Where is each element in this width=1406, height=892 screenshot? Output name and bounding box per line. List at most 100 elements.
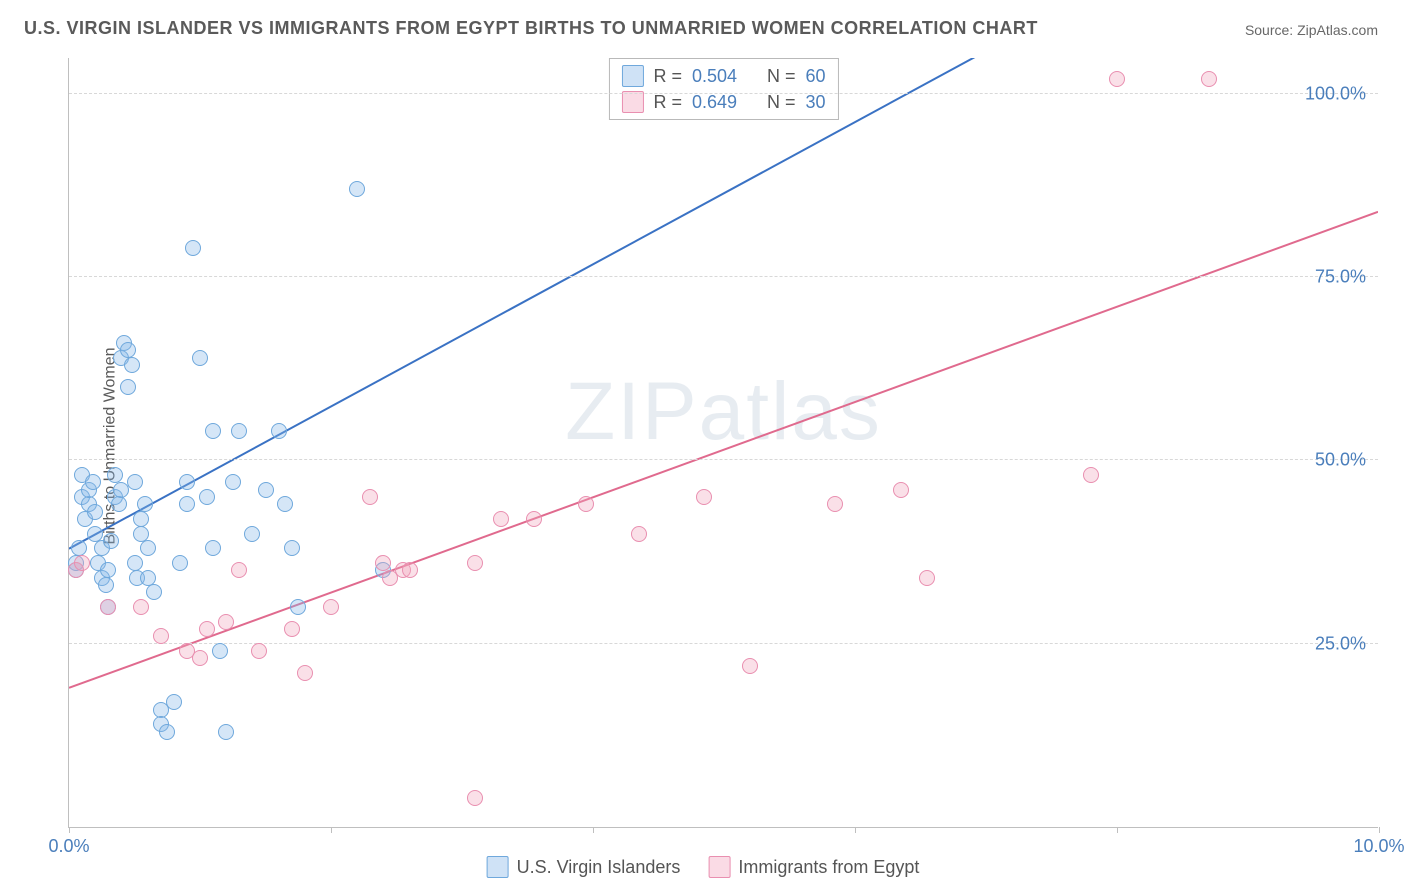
- gridline: [69, 643, 1378, 644]
- watermark-text: ZIPatlas: [565, 365, 882, 459]
- data-point-usvi: [120, 342, 136, 358]
- gridline: [69, 276, 1378, 277]
- legend-swatch: [621, 91, 643, 113]
- data-point-egypt: [153, 628, 169, 644]
- trend-line: [69, 212, 1378, 688]
- data-point-usvi: [231, 423, 247, 439]
- data-point-egypt: [631, 526, 647, 542]
- n-label: N =: [767, 66, 796, 87]
- correlation-legend: R = 0.504 N = 60 R = 0.649 N = 30: [608, 58, 838, 120]
- data-point-usvi: [87, 504, 103, 520]
- trend-line: [69, 58, 1378, 549]
- data-point-usvi: [290, 599, 306, 615]
- data-point-egypt: [199, 621, 215, 637]
- data-point-usvi: [137, 496, 153, 512]
- data-point-egypt: [1109, 71, 1125, 87]
- x-tick-label: 0.0%: [48, 836, 89, 857]
- legend-label-usvi: U.S. Virgin Islanders: [517, 857, 681, 878]
- data-point-usvi: [185, 240, 201, 256]
- data-point-usvi: [199, 489, 215, 505]
- y-tick-label: 50.0%: [1315, 450, 1366, 471]
- legend-stat-row: R = 0.504 N = 60: [621, 63, 825, 89]
- data-point-usvi: [103, 533, 119, 549]
- data-point-egypt: [297, 665, 313, 681]
- data-point-egypt: [323, 599, 339, 615]
- r-label: R =: [653, 92, 682, 113]
- y-tick-label: 25.0%: [1315, 633, 1366, 654]
- data-point-usvi: [179, 474, 195, 490]
- data-point-egypt: [218, 614, 234, 630]
- data-point-usvi: [271, 423, 287, 439]
- y-tick-label: 100.0%: [1305, 83, 1366, 104]
- data-point-egypt: [402, 562, 418, 578]
- data-point-usvi: [124, 357, 140, 373]
- data-point-egypt: [827, 496, 843, 512]
- data-point-usvi: [166, 694, 182, 710]
- data-point-egypt: [526, 511, 542, 527]
- plot-area: ZIPatlas R = 0.504 N = 60 R = 0.649 N = 30 25.0…: [68, 58, 1378, 828]
- data-point-usvi: [205, 423, 221, 439]
- data-point-egypt: [375, 555, 391, 571]
- data-point-egypt: [578, 496, 594, 512]
- source-attribution: Source: ZipAtlas.com: [1245, 22, 1378, 38]
- data-point-egypt: [251, 643, 267, 659]
- data-point-egypt: [893, 482, 909, 498]
- r-value: 0.504: [692, 66, 737, 87]
- data-point-usvi: [107, 467, 123, 483]
- data-point-usvi: [277, 496, 293, 512]
- data-point-usvi: [179, 496, 195, 512]
- data-point-usvi: [71, 540, 87, 556]
- data-point-usvi: [284, 540, 300, 556]
- legend-label-egypt: Immigrants from Egypt: [738, 857, 919, 878]
- x-tick: [593, 827, 594, 833]
- data-point-usvi: [98, 577, 114, 593]
- data-point-egypt: [742, 658, 758, 674]
- data-point-usvi: [205, 540, 221, 556]
- data-point-usvi: [172, 555, 188, 571]
- data-point-egypt: [1083, 467, 1099, 483]
- data-point-usvi: [225, 474, 241, 490]
- data-point-usvi: [120, 379, 136, 395]
- data-point-egypt: [467, 555, 483, 571]
- data-point-usvi: [159, 724, 175, 740]
- r-label: R =: [653, 66, 682, 87]
- data-point-usvi: [87, 526, 103, 542]
- watermark-bold: ZIP: [565, 366, 699, 457]
- data-point-usvi: [133, 511, 149, 527]
- data-point-egypt: [1201, 71, 1217, 87]
- n-value: 30: [806, 92, 826, 113]
- x-tick: [69, 827, 70, 833]
- data-point-usvi: [244, 526, 260, 542]
- data-point-usvi: [349, 181, 365, 197]
- x-tick-label: 10.0%: [1353, 836, 1404, 857]
- gridline: [69, 93, 1378, 94]
- data-point-usvi: [133, 526, 149, 542]
- legend-swatch-usvi: [487, 856, 509, 878]
- legend-swatch-egypt: [708, 856, 730, 878]
- data-point-usvi: [212, 643, 228, 659]
- data-point-egypt: [133, 599, 149, 615]
- data-point-egypt: [467, 790, 483, 806]
- r-value: 0.649: [692, 92, 737, 113]
- trend-lines-svg: [69, 58, 1378, 827]
- data-point-egypt: [231, 562, 247, 578]
- series-legend: U.S. Virgin Islanders Immigrants from Eg…: [487, 856, 920, 878]
- data-point-usvi: [127, 555, 143, 571]
- legend-swatch: [621, 65, 643, 87]
- y-tick-label: 75.0%: [1315, 267, 1366, 288]
- data-point-egypt: [919, 570, 935, 586]
- n-value: 60: [806, 66, 826, 87]
- data-point-usvi: [218, 724, 234, 740]
- legend-item-egypt: Immigrants from Egypt: [708, 856, 919, 878]
- legend-item-usvi: U.S. Virgin Islanders: [487, 856, 681, 878]
- gridline: [69, 459, 1378, 460]
- x-tick: [1379, 827, 1380, 833]
- watermark-light: atlas: [699, 366, 882, 457]
- data-point-egypt: [100, 599, 116, 615]
- data-point-egypt: [74, 555, 90, 571]
- data-point-usvi: [85, 474, 101, 490]
- data-point-egypt: [192, 650, 208, 666]
- x-tick: [1117, 827, 1118, 833]
- data-point-usvi: [100, 562, 116, 578]
- n-label: N =: [767, 92, 796, 113]
